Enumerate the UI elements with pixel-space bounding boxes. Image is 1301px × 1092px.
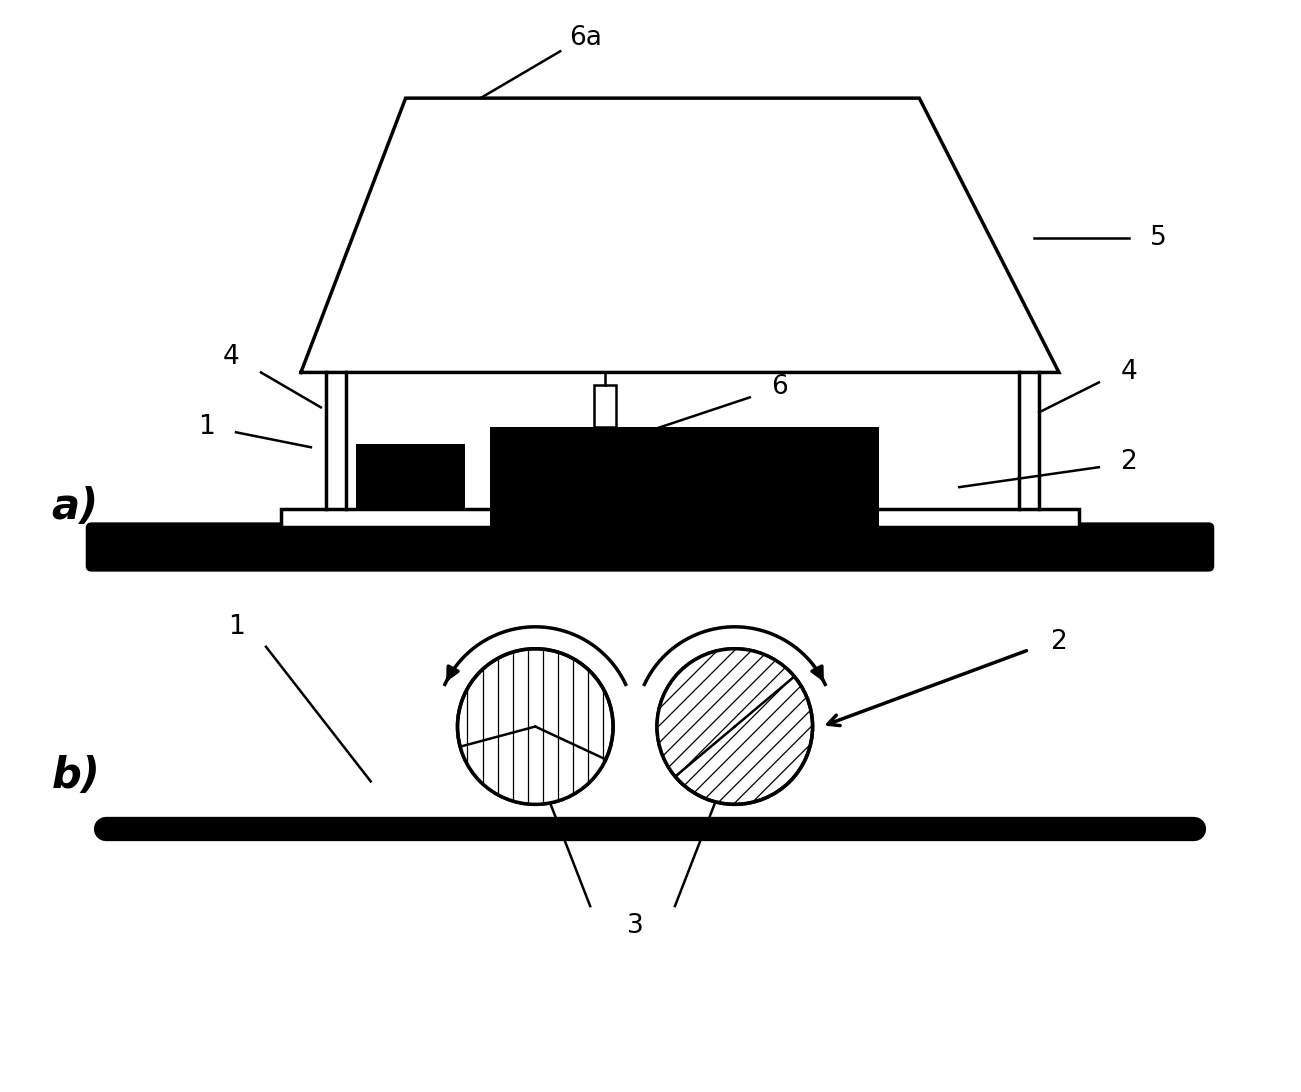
Bar	[595, 385, 617, 427]
Circle shape	[458, 649, 613, 805]
Bar	[281, 509, 1079, 527]
Text: 4: 4	[222, 344, 239, 370]
Text: 2: 2	[1120, 449, 1137, 475]
Text: 3: 3	[627, 913, 644, 939]
Wedge shape	[656, 648, 795, 778]
Text: a): a)	[52, 486, 99, 529]
Text: 1: 1	[198, 414, 215, 440]
Wedge shape	[459, 726, 606, 805]
Text: 4: 4	[1120, 359, 1137, 385]
Text: 6: 6	[771, 375, 788, 401]
Text: 5: 5	[1150, 225, 1167, 251]
Text: b): b)	[52, 756, 100, 797]
Bar	[490, 427, 879, 527]
Bar	[355, 444, 466, 509]
FancyBboxPatch shape	[86, 523, 1214, 571]
Circle shape	[657, 649, 813, 805]
Text: 2: 2	[1051, 629, 1067, 655]
Text: 6a: 6a	[569, 25, 601, 51]
Text: 1: 1	[228, 614, 245, 640]
